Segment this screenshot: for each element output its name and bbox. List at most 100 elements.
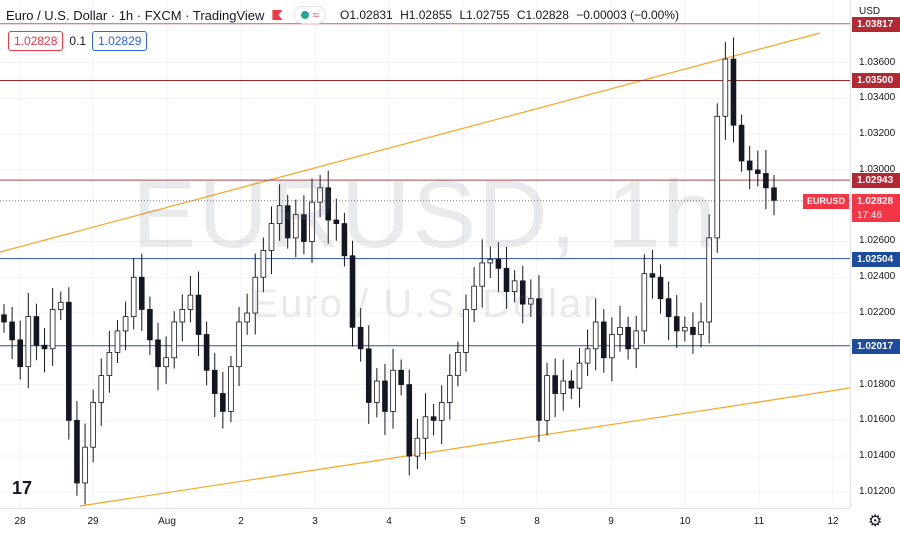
candle-up	[698, 321, 704, 335]
candle-down	[17, 339, 24, 368]
level-price-tag[interactable]: 1.02504	[852, 251, 900, 267]
time-tick-label: 29	[87, 516, 99, 527]
candle-up	[130, 276, 137, 318]
high-value: H1.02855	[400, 8, 453, 22]
candle-up	[722, 58, 729, 117]
price-tick-label: 1.01200	[859, 485, 896, 497]
candle-down	[763, 173, 769, 189]
price-tick-label: 1.02400	[859, 271, 896, 283]
candle-up	[106, 351, 113, 377]
candle-down	[382, 380, 388, 412]
tradingview-logo-icon[interactable]: 17	[12, 478, 33, 498]
candle-down	[9, 321, 15, 341]
spread-value: 0.1	[69, 34, 87, 48]
candle-up	[260, 250, 267, 278]
candle-up	[487, 258, 494, 264]
candle-down	[195, 294, 202, 335]
candle-down	[738, 124, 745, 162]
candle-down	[203, 334, 210, 371]
candle-up	[122, 316, 129, 332]
channel-lower-line	[79, 387, 850, 507]
level-price-tag[interactable]: 1.02017	[852, 338, 900, 354]
price-tick-label: 1.03000	[859, 163, 896, 175]
candle-down	[754, 169, 761, 174]
price-tick-label: 1.03600	[859, 56, 896, 68]
candle-down	[730, 58, 737, 126]
candle-down	[211, 369, 218, 394]
candle-up	[641, 273, 648, 332]
level-price-tag[interactable]: 1.02943	[852, 173, 900, 189]
price-tick-label: 1.03400	[859, 92, 896, 104]
candle-up	[268, 223, 275, 251]
candle-down	[1, 314, 7, 323]
time-tick-label: 4	[386, 516, 392, 527]
current-price-tag[interactable]: 1.02828	[852, 193, 900, 209]
candle-down	[365, 348, 372, 403]
candle-down	[430, 416, 437, 421]
candle-up	[187, 294, 194, 310]
level-price-tag[interactable]: 1.03500	[852, 73, 900, 89]
candle-down	[625, 326, 631, 350]
candle-up	[309, 201, 315, 242]
price-chart[interactable]	[0, 0, 850, 508]
candle-up	[82, 446, 88, 484]
candle-down	[771, 187, 777, 201]
candle-up	[576, 362, 583, 389]
candle-up	[560, 380, 567, 394]
symbol-title[interactable]: Euro / U.S. Dollar · 1h · FXCM · Trading…	[6, 7, 265, 23]
candle-up	[114, 330, 121, 353]
candle-up	[292, 214, 299, 239]
candle-down	[536, 298, 542, 421]
candle-up	[228, 366, 234, 412]
candle-down	[325, 187, 332, 221]
candle-up	[592, 321, 599, 350]
open-value: O1.02831	[340, 8, 393, 22]
candle-up	[544, 375, 550, 421]
candle-up	[163, 357, 169, 368]
candle-down	[673, 316, 680, 332]
market-status-pill[interactable]: ≈	[294, 6, 326, 24]
buy-button[interactable]: 1.02829	[92, 31, 148, 51]
chart-plot-area[interactable]: EURUSD, 1h Euro / U.S. Dollar Euro / U.S…	[0, 0, 850, 508]
candle-down	[406, 384, 413, 457]
gear-icon[interactable]: ⚙	[868, 513, 883, 530]
time-axis[interactable]: 28 29 Aug 2 3 4 5 8 9 10 11 12	[0, 508, 850, 534]
candle-down	[552, 375, 558, 394]
candle-up	[617, 326, 623, 335]
candle-up	[609, 334, 615, 359]
candle-down	[147, 309, 153, 341]
price-tick-label: 1.03200	[859, 128, 896, 140]
candle-down	[600, 321, 607, 359]
sell-button[interactable]: 1.02828	[8, 31, 64, 51]
candle-up	[390, 369, 396, 412]
channel-upper-line	[0, 32, 821, 253]
candle-down	[341, 223, 348, 257]
level-price-tag[interactable]: 1.03817	[852, 16, 900, 32]
candle-up	[706, 237, 712, 323]
candle-up	[317, 187, 323, 203]
candle-up	[374, 380, 380, 403]
candle-up	[179, 309, 186, 323]
buy-sell-panel: 1.02828 0.1 1.02829	[8, 31, 148, 51]
currency-label[interactable]: USD	[859, 6, 881, 17]
candle-up	[714, 115, 721, 239]
ohlc-values: O1.02831 H1.02855 L1.02755 C1.02828 −0.0…	[340, 8, 683, 22]
candle-up	[633, 330, 640, 350]
candle-down	[66, 301, 72, 421]
flag-icon[interactable]	[272, 10, 283, 20]
price-axis[interactable]: USD 1.03600 1.03400 1.03200 1.03000 1.02600 1…	[850, 0, 900, 508]
candle-down	[503, 267, 510, 292]
candle-up	[479, 262, 486, 287]
candle-down	[33, 316, 40, 346]
candle-up	[682, 326, 688, 332]
price-tick-label: 1.01400	[859, 450, 896, 462]
candle-up	[438, 402, 445, 421]
chart-legend: Euro / U.S. Dollar · 1h · FXCM · Trading…	[6, 6, 683, 24]
candle-down	[746, 160, 753, 171]
time-tick-label: 8	[534, 516, 540, 527]
candle-down	[284, 205, 291, 239]
candle-down	[357, 326, 364, 350]
candle-up	[511, 280, 518, 292]
price-tick-label: 1.01800	[859, 378, 896, 390]
candle-down	[519, 280, 526, 305]
